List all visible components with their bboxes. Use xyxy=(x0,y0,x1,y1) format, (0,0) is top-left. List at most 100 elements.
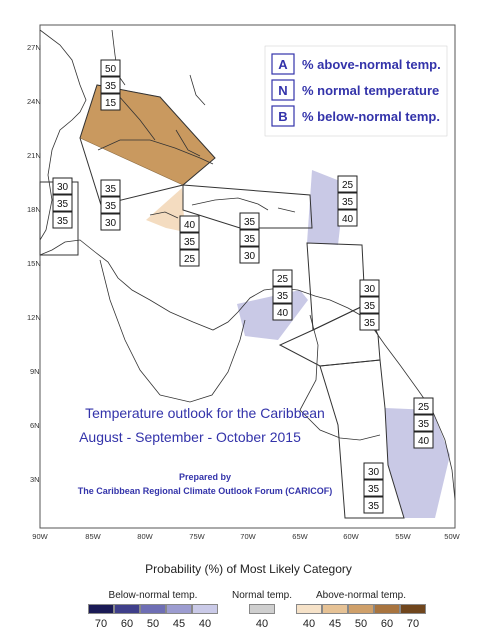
prob-cell-frame xyxy=(413,397,434,415)
prob-value: 35 xyxy=(364,301,376,312)
lon-label: 90W xyxy=(32,532,48,541)
category-key: A % above-normal temp. N % normal temper… xyxy=(264,45,448,137)
legend-below-swatches xyxy=(88,604,218,614)
lat-label: 21N xyxy=(27,151,41,160)
prob-value: 35 xyxy=(342,197,354,208)
map-title: Temperature outlook for the Caribbean Au… xyxy=(78,405,333,496)
legend-above-label: Above-normal temp. xyxy=(315,590,407,601)
lat-label: 9N xyxy=(30,367,40,376)
prob-cell-frame xyxy=(363,496,384,514)
prob-box-northern-leewards: 25 35 40 xyxy=(337,175,358,227)
prob-value: 35 xyxy=(57,216,69,227)
legend-swatch xyxy=(374,604,400,614)
legend-above-group: Above-normal temp. 40 45 50 60 70 xyxy=(296,590,426,630)
legend-value: 50 xyxy=(354,618,368,630)
prob-value: 35 xyxy=(418,419,430,430)
legend-below-label: Below-normal temp. xyxy=(108,590,198,601)
prob-cell-frame xyxy=(52,194,73,212)
prob-cell-frame xyxy=(179,249,200,267)
prob-value: 30 xyxy=(105,218,117,229)
legend-swatch xyxy=(192,604,218,614)
legend-swatch xyxy=(249,604,275,614)
lon-label: 50W xyxy=(444,532,460,541)
legend-value: 45 xyxy=(328,618,342,630)
legend-swatch xyxy=(88,604,114,614)
legend-normal-values: 40 xyxy=(232,618,292,630)
prob-value: 35 xyxy=(105,201,117,212)
legend-value: 40 xyxy=(198,618,212,630)
legend-above-swatches xyxy=(296,604,426,614)
boundary-hispaniola xyxy=(182,184,313,229)
lat-label: 6N xyxy=(30,421,40,430)
legend-value: 60 xyxy=(380,618,394,630)
legend-normal-group: Normal temp. 40 xyxy=(232,590,292,630)
region-shade-jamaica-above xyxy=(146,188,185,232)
prob-box-cayman: 35 35 30 xyxy=(100,179,121,231)
lat-label: 15N xyxy=(27,259,41,268)
boundary-guianas xyxy=(319,359,405,519)
legend-value: 60 xyxy=(120,618,134,630)
prob-cell-frame xyxy=(359,279,380,297)
lon-label: 80W xyxy=(137,532,153,541)
prob-value: 40 xyxy=(342,214,354,225)
prob-cell-frame xyxy=(239,246,260,264)
prob-box-bahamas: 50 35 15 xyxy=(100,59,121,111)
legend-swatch xyxy=(114,604,140,614)
prob-cell-frame xyxy=(363,462,384,480)
prob-cell-frame xyxy=(100,59,121,77)
lat-label: 12N xyxy=(27,313,41,322)
prob-value: 35 xyxy=(368,501,380,512)
prob-value: 40 xyxy=(184,220,196,231)
lon-label: 75W xyxy=(189,532,205,541)
prob-value: 25 xyxy=(418,402,430,413)
prob-cell-frame xyxy=(100,76,121,94)
title-line-1: Temperature outlook for the Caribbean xyxy=(85,405,325,421)
lon-label: 60W xyxy=(343,532,359,541)
prob-value: 25 xyxy=(277,274,289,285)
prob-value: 35 xyxy=(368,484,380,495)
key-text-n: % normal temperature xyxy=(302,83,439,98)
lat-label: 27N xyxy=(27,43,41,52)
lon-label: 70W xyxy=(240,532,256,541)
key-code-n: N xyxy=(278,83,287,98)
lon-axis: 90W 85W 80W 75W 70W 65W 60W 55W 50W xyxy=(32,532,460,541)
prob-cell-frame xyxy=(337,209,358,227)
prob-cell-frame xyxy=(337,192,358,210)
key-text-b: % below-normal temp. xyxy=(302,109,440,124)
lon-label: 65W xyxy=(292,532,308,541)
prob-box-guianas: 25 35 40 xyxy=(413,397,434,449)
legend-value: 70 xyxy=(406,618,420,630)
prob-cell-frame xyxy=(272,286,293,304)
forum-name: The Caribbean Regional Climate Outlook F… xyxy=(78,486,333,496)
prob-value: 30 xyxy=(368,467,380,478)
prob-cell-frame xyxy=(52,177,73,195)
prob-cell-frame xyxy=(179,215,200,233)
prob-cell-frame xyxy=(272,269,293,287)
prob-value: 35 xyxy=(105,184,117,195)
lon-label: 85W xyxy=(85,532,101,541)
prob-value: 30 xyxy=(364,284,376,295)
prepared-by: Prepared by xyxy=(179,472,231,482)
lat-label: 24N xyxy=(27,97,41,106)
legend-swatch xyxy=(140,604,166,614)
legend-above-values: 40 45 50 60 70 xyxy=(296,618,426,630)
prob-value: 35 xyxy=(277,291,289,302)
prob-cell-frame xyxy=(100,196,121,214)
legend-value: 40 xyxy=(302,618,316,630)
legend-value: 40 xyxy=(255,618,269,630)
prob-value: 40 xyxy=(418,436,430,447)
prob-value: 25 xyxy=(342,180,354,191)
legend-below-values: 70 60 50 45 40 xyxy=(88,618,218,630)
prob-cell-frame xyxy=(359,296,380,314)
prob-value: 35 xyxy=(244,217,256,228)
region-shade-leewards-below xyxy=(307,170,345,245)
prob-cell-frame xyxy=(100,93,121,111)
key-code-b: B xyxy=(278,109,287,124)
prob-value: 35 xyxy=(184,237,196,248)
prob-cell-frame xyxy=(100,179,121,197)
prob-value: 30 xyxy=(57,182,69,193)
prob-cell-frame xyxy=(359,313,380,331)
legend-value: 50 xyxy=(146,618,160,630)
prob-cell-frame xyxy=(363,479,384,497)
